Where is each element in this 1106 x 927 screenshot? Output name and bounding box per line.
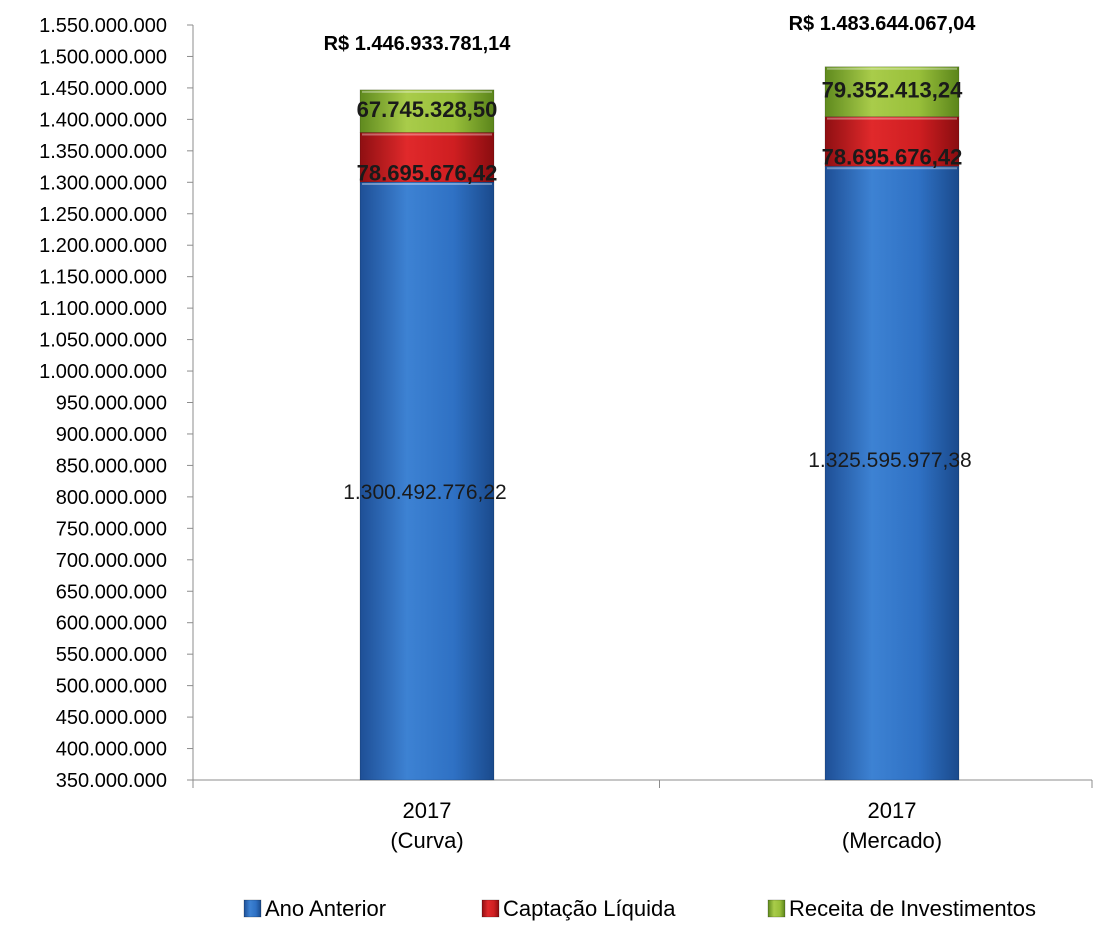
y-tick-label: 550.000.000 [56, 644, 167, 666]
data-label-ano-anterior: 1.300.492.776,22 [343, 481, 507, 504]
x-tick-label: (Curva) [390, 828, 463, 853]
y-tick-label: 500.000.000 [56, 676, 167, 698]
data-labels: 1.300.492.776,22 78.695.676,42 67.745.328,… [324, 13, 977, 504]
bar-segment-receita-de-investimentos [359, 89, 495, 133]
x-tick-label: (Mercado) [842, 828, 942, 853]
y-tick-label: 950.000.000 [56, 393, 167, 415]
data-label-ano-anterior: 1.325.595.977,38 [808, 449, 972, 472]
y-tick-label: 1.300.000.000 [39, 172, 167, 194]
legend-swatch-capta-o-l-quida [481, 899, 500, 918]
legend: Ano Anterior Captação Líquida Receita de I… [243, 896, 1036, 921]
legend-swatch-ano-anterior [243, 899, 262, 918]
y-tick-label: 700.000.000 [56, 550, 167, 572]
bar-segment-capta-o-l-quida [359, 132, 495, 183]
y-tick-label: 900.000.000 [56, 424, 167, 446]
bar-segment-receita-de-investimentos [824, 66, 960, 117]
total-label: R$ 1.483.644.067,04 [789, 13, 977, 35]
data-label-receita-de-investimentos: 79.352.413,24 [822, 78, 963, 103]
y-tick-label: 1.150.000.000 [39, 267, 167, 289]
legend-label: Captação Líquida [503, 896, 676, 921]
y-tick-label: 1.250.000.000 [39, 204, 167, 226]
y-tick-label: 1.200.000.000 [39, 235, 167, 257]
y-tick-label: 750.000.000 [56, 518, 167, 540]
bar-segment-capta-o-l-quida [824, 116, 960, 167]
y-tick-label: 800.000.000 [56, 487, 167, 509]
y-tick-label: 350.000.000 [56, 770, 167, 792]
y-tick-label: 1.550.000.000 [39, 15, 167, 37]
y-tick-label: 650.000.000 [56, 581, 167, 603]
bar-segment-ano-anterior [359, 181, 495, 781]
total-label: R$ 1.446.933.781,14 [324, 33, 512, 55]
y-tick-label: 1.100.000.000 [39, 298, 167, 320]
y-tick-label: 1.050.000.000 [39, 330, 167, 352]
axes: 1.550.000.000 1.500.000.000 1.450.000.000 1… [39, 15, 1093, 853]
y-tick-label: 1.500.000.000 [39, 46, 167, 68]
legend-swatch-receita-de-investimentos [767, 899, 786, 918]
bars [359, 66, 960, 781]
y-tick-label: 450.000.000 [56, 707, 167, 729]
data-label-capta-o-l-quida: 78.695.676,42 [357, 160, 498, 185]
y-tick-label: 400.000.000 [56, 739, 167, 761]
y-tick-label: 1.350.000.000 [39, 141, 167, 163]
y-tick-label: 1.000.000.000 [39, 361, 167, 383]
data-label-capta-o-l-quida: 78.695.676,42 [822, 145, 963, 170]
y-tick-label: 1.400.000.000 [39, 109, 167, 131]
bar-segment-ano-anterior [824, 165, 960, 781]
x-tick-label: 2017 [403, 798, 452, 823]
y-tick-label: 850.000.000 [56, 455, 167, 477]
y-tick-label: 1.450.000.000 [39, 78, 167, 100]
legend-label: Receita de Investimentos [789, 896, 1036, 921]
legend-label: Ano Anterior [265, 896, 386, 921]
data-label-receita-de-investimentos: 67.745.328,50 [357, 97, 498, 122]
x-tick-label: 2017 [868, 798, 917, 823]
y-tick-label: 600.000.000 [56, 613, 167, 635]
